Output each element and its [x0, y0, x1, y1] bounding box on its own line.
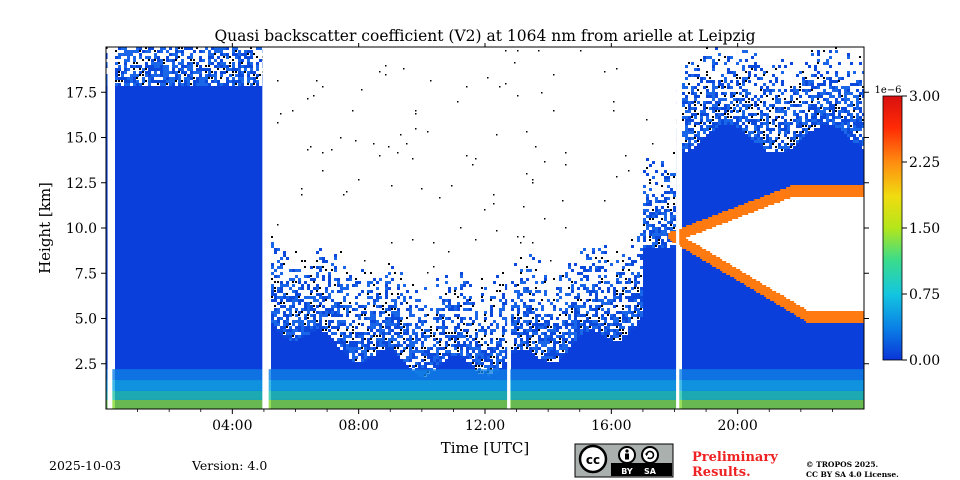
backscatter-low-signal	[106, 86, 864, 409]
x-tick-label-1: 08:00	[338, 418, 378, 434]
copyright-line-2: CC BY SA 4.0 License.	[806, 470, 899, 479]
y-tick-label-6: 17.5	[66, 85, 97, 101]
colorbar-axis: 0.00 0.75 1.50 2.25 3.00	[902, 89, 940, 369]
colorbar-tick-label-0: 0.00	[909, 353, 940, 369]
svg-text:cc: cc	[586, 453, 600, 467]
preliminary-line-2: Results.	[692, 465, 751, 480]
y-tick-label-3: 10.0	[66, 221, 97, 237]
y-tick-label-4: 12.5	[66, 176, 97, 192]
data-gap-3	[676, 47, 680, 409]
boundary-layer-band-2	[106, 380, 864, 391]
cc-license-badge: cc BY SA	[574, 443, 674, 478]
y-tick-label-2: 7.5	[75, 266, 97, 282]
footer-date: 2025-10-03	[49, 458, 121, 473]
heatmap-area	[106, 47, 864, 409]
colorbar-tick-label-2: 1.50	[909, 221, 940, 237]
by-icon: BY	[618, 446, 636, 476]
cc-icon: cc	[578, 444, 608, 474]
y-tick-label-1: 5.0	[75, 312, 97, 328]
chart-title: Quasi backscatter coefficient (V2) at 10…	[214, 27, 755, 45]
x-axis-label: Time [UTC]	[441, 439, 530, 457]
preliminary-line-1: Preliminary	[692, 450, 778, 465]
copyright-line-1: © TROPOS 2025.	[806, 460, 878, 469]
colorbar-tick-label-4: 3.00	[909, 89, 940, 105]
svg-text:SA: SA	[644, 467, 657, 476]
backscatter-noise-mid	[106, 47, 864, 377]
cloud-edge	[668, 185, 864, 323]
x-axis: 04:00 08:00 12:00 16:00 20:00	[137, 43, 833, 434]
boundary-layer-band-1	[106, 390, 864, 400]
colorbar-tick-label-3: 2.25	[909, 155, 940, 171]
y-axis-label: Height [km]	[36, 182, 54, 274]
x-tick-label-4: 20:00	[717, 418, 757, 434]
data-gap-1	[262, 47, 269, 409]
y-tick-label-5: 15.0	[66, 131, 97, 147]
data-gap-2	[507, 47, 511, 409]
backscatter-noise-light	[106, 47, 864, 377]
y-tick-label-0: 2.5	[75, 357, 97, 373]
colorbar-tick-label-1: 0.75	[909, 287, 940, 303]
sa-icon: SA	[641, 446, 659, 476]
colorbar-multiplier: 1e−6	[874, 85, 901, 96]
footer-version: Version: 4.0	[191, 458, 267, 473]
y-axis: 2.5 5.0 7.5 10.0 12.5 15.0 17.5	[66, 85, 869, 373]
boundary-layer-band-3	[106, 369, 864, 381]
svg-text:BY: BY	[621, 467, 633, 476]
x-tick-label-0: 04:00	[212, 418, 252, 434]
boundary-layer-band-0	[106, 399, 864, 409]
colorbar	[882, 95, 903, 361]
x-tick-label-3: 16:00	[591, 418, 631, 434]
data-gap-0	[107, 47, 113, 409]
x-tick-label-2: 12:00	[465, 418, 505, 434]
